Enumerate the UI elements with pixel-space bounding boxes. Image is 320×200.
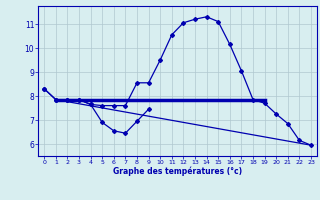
X-axis label: Graphe des températures (°c): Graphe des températures (°c)	[113, 167, 242, 176]
